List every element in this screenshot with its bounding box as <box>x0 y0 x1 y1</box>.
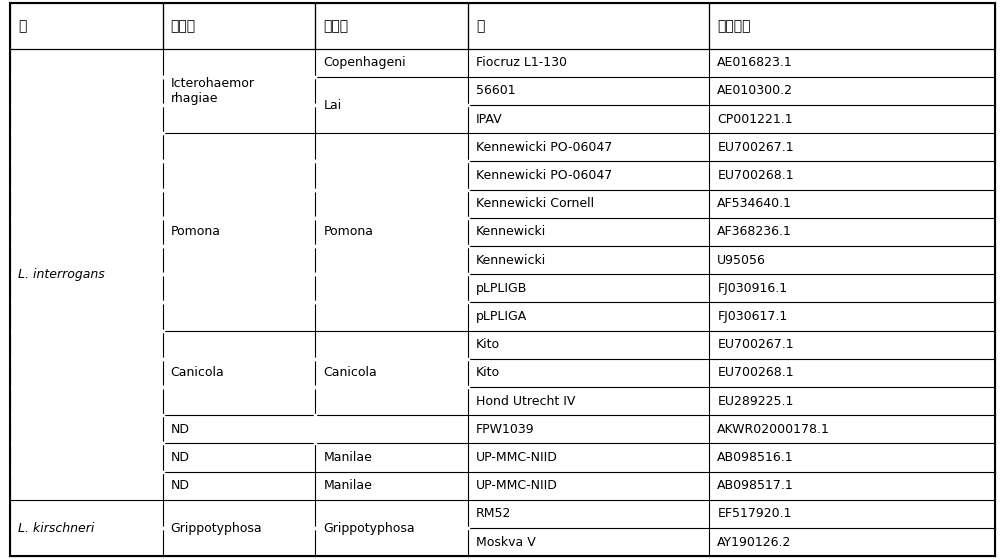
Text: Icterohaemor
rhagiae: Icterohaemor rhagiae <box>171 77 255 105</box>
Text: Fiocruz L1-130: Fiocruz L1-130 <box>476 56 567 69</box>
Text: 种: 种 <box>18 18 26 33</box>
Text: Kito: Kito <box>476 366 500 380</box>
Bar <box>10 3 163 49</box>
Text: EU700268.1: EU700268.1 <box>717 169 794 182</box>
Text: Grippotyphosa: Grippotyphosa <box>171 522 262 534</box>
Text: L. interrogans: L. interrogans <box>18 268 105 281</box>
Text: Kennewicki: Kennewicki <box>476 225 546 239</box>
Text: Hond Utrecht IV: Hond Utrecht IV <box>476 395 575 408</box>
Text: FJ030617.1: FJ030617.1 <box>717 310 788 323</box>
Text: Kennewicki PO-06047: Kennewicki PO-06047 <box>476 169 612 182</box>
Text: U95056: U95056 <box>717 254 766 267</box>
Text: pLPLIGA: pLPLIGA <box>476 310 527 323</box>
Text: Canicola: Canicola <box>323 366 377 380</box>
Text: Pomona: Pomona <box>171 225 221 239</box>
Text: AE010300.2: AE010300.2 <box>717 84 793 97</box>
Text: CP001221.1: CP001221.1 <box>717 112 793 126</box>
Text: L. kirschneri: L. kirschneri <box>18 522 94 534</box>
Text: EU289225.1: EU289225.1 <box>717 395 794 408</box>
Bar <box>468 3 709 49</box>
Text: EU700267.1: EU700267.1 <box>717 141 794 154</box>
Text: EF517920.1: EF517920.1 <box>717 508 792 520</box>
Text: AB098517.1: AB098517.1 <box>717 479 794 492</box>
Text: AE016823.1: AE016823.1 <box>717 56 793 69</box>
Text: pLPLIGB: pLPLIGB <box>476 282 527 295</box>
Text: EU700268.1: EU700268.1 <box>717 366 794 380</box>
Text: 血清型: 血清型 <box>323 18 348 33</box>
Text: Grippotyphosa: Grippotyphosa <box>323 522 415 534</box>
Bar <box>709 3 995 49</box>
Text: Kennewicki PO-06047: Kennewicki PO-06047 <box>476 141 612 154</box>
Text: 56601: 56601 <box>476 84 516 97</box>
Text: IPAV: IPAV <box>476 112 503 126</box>
Text: Manilae: Manilae <box>323 479 372 492</box>
Text: FPW1039: FPW1039 <box>476 423 535 436</box>
Text: 血清组: 血清组 <box>171 18 196 33</box>
Text: AB098516.1: AB098516.1 <box>717 451 794 464</box>
Text: AY190126.2: AY190126.2 <box>717 536 792 548</box>
Text: Kito: Kito <box>476 338 500 351</box>
Text: Moskva V: Moskva V <box>476 536 536 548</box>
Text: Copenhageni: Copenhageni <box>323 56 406 69</box>
Text: Canicola: Canicola <box>171 366 224 380</box>
Text: AF534640.1: AF534640.1 <box>717 197 792 210</box>
Text: Pomona: Pomona <box>323 225 373 239</box>
Text: UP-MMC-NIID: UP-MMC-NIID <box>476 451 558 464</box>
Bar <box>163 3 315 49</box>
Text: ND: ND <box>171 423 190 436</box>
Text: Lai: Lai <box>323 98 342 112</box>
Text: Kennewicki: Kennewicki <box>476 254 546 267</box>
Text: FJ030916.1: FJ030916.1 <box>717 282 787 295</box>
Text: ND: ND <box>171 479 190 492</box>
Bar <box>315 3 468 49</box>
Text: 株: 株 <box>476 18 484 33</box>
Text: Kennewicki Cornell: Kennewicki Cornell <box>476 197 594 210</box>
Text: AF368236.1: AF368236.1 <box>717 225 792 239</box>
Text: 基因代码: 基因代码 <box>717 18 751 33</box>
Text: UP-MMC-NIID: UP-MMC-NIID <box>476 479 558 492</box>
Text: RM52: RM52 <box>476 508 511 520</box>
Text: EU700267.1: EU700267.1 <box>717 338 794 351</box>
Text: ND: ND <box>171 451 190 464</box>
Text: Manilae: Manilae <box>323 451 372 464</box>
Text: AKWR02000178.1: AKWR02000178.1 <box>717 423 830 436</box>
